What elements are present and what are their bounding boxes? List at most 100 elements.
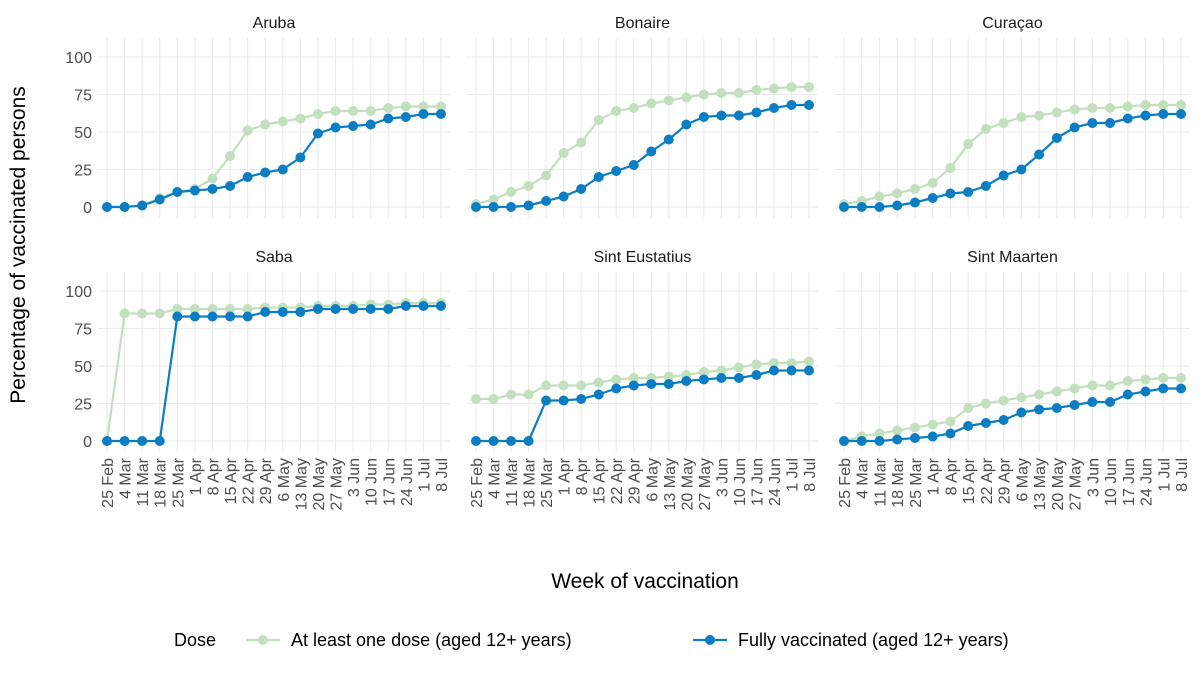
legend-label: At least one dose (aged 12+ years) (291, 630, 572, 650)
data-point (260, 167, 271, 178)
data-point (277, 164, 288, 175)
data-point (892, 434, 903, 445)
data-point (154, 308, 165, 319)
data-point (348, 121, 359, 131)
data-point (892, 200, 903, 211)
y-tick-label: 25 (74, 397, 92, 414)
x-tick-label: 24 Jun (399, 458, 416, 506)
data-point (225, 304, 236, 314)
data-point (277, 307, 288, 317)
data-point (330, 106, 341, 116)
data-point (593, 115, 604, 125)
x-tick-label: 27 May (1068, 458, 1085, 510)
data-point (980, 418, 991, 428)
data-point (207, 304, 218, 314)
legend-label: Fully vaccinated (aged 12+ years) (738, 630, 1009, 650)
data-point (593, 377, 604, 388)
data-point (1069, 383, 1080, 394)
data-point (628, 380, 639, 391)
data-point (558, 148, 569, 158)
series-line (107, 112, 441, 209)
x-tick-label: 29 Apr (627, 457, 644, 504)
x-tick-label: 3 Jun (1085, 458, 1102, 497)
data-point (927, 178, 938, 188)
data-point (418, 101, 429, 112)
y-tick-label: 75 (74, 322, 92, 339)
y-tick-label: 100 (65, 284, 92, 301)
x-tick-label: 6 May (644, 458, 661, 502)
series-line (105, 301, 441, 442)
data-point (312, 128, 323, 139)
data-point (383, 103, 394, 113)
data-point (541, 196, 552, 206)
data-point (751, 370, 762, 380)
data-point (576, 394, 587, 404)
x-tick-label: 8 Jul (434, 458, 451, 492)
data-point (963, 421, 974, 431)
data-point (1158, 383, 1169, 394)
data-point (1051, 133, 1062, 143)
data-point (804, 365, 814, 376)
data-point (1051, 107, 1062, 118)
data-point (1069, 104, 1080, 115)
data-point (119, 308, 130, 319)
data-point (716, 110, 727, 121)
x-tick-label: 15 Apr (961, 457, 978, 504)
data-point (400, 112, 411, 122)
data-point (786, 82, 797, 92)
data-point (102, 202, 112, 212)
x-tick-label: 18 Mar (522, 457, 539, 507)
data-point (1140, 386, 1151, 397)
data-point (839, 202, 849, 212)
x-tick-label: 20 May (311, 458, 328, 510)
data-point (488, 194, 499, 205)
x-tick-label: 17 Jun (381, 458, 398, 506)
data-point (874, 191, 885, 202)
data-point (1176, 109, 1186, 119)
data-point (330, 304, 341, 314)
data-point (804, 100, 814, 110)
data-point (733, 110, 744, 121)
data-point (488, 394, 499, 404)
data-point (242, 304, 253, 314)
data-point (189, 311, 200, 322)
data-point (646, 379, 657, 389)
legend-marker (258, 635, 268, 645)
data-point (1140, 100, 1151, 110)
x-tick-label: 1 Apr (188, 457, 205, 495)
y-tick-label: 50 (74, 125, 92, 142)
data-point (892, 425, 903, 436)
facet-title: Sint Eustatius (594, 249, 692, 266)
data-point (488, 202, 499, 212)
x-tick-label: 27 May (329, 458, 346, 510)
data-point (576, 380, 587, 391)
data-point (804, 82, 814, 92)
data-point (768, 103, 779, 113)
data-point (436, 301, 446, 311)
x-tick-label: 1 Jul (1156, 458, 1173, 492)
data-point (768, 83, 779, 94)
data-point (998, 118, 1009, 128)
data-point (909, 433, 920, 443)
x-tick-label: 25 Mar (908, 457, 925, 507)
data-point (541, 170, 552, 181)
data-point (523, 181, 534, 191)
x-tick-label: 8 Apr (574, 457, 591, 495)
data-point (506, 187, 517, 197)
data-point (242, 172, 253, 182)
x-tick-label: 20 May (1050, 458, 1067, 510)
data-point (436, 101, 446, 112)
data-point (172, 187, 183, 197)
data-point (980, 398, 991, 409)
series-line (476, 369, 809, 443)
data-point (786, 365, 797, 376)
facet-title: Aruba (253, 15, 296, 32)
data-point (383, 113, 394, 124)
data-point (804, 356, 814, 367)
y-tick-label: 0 (83, 200, 92, 217)
data-point (576, 184, 587, 194)
x-tick-label: 8 Apr (205, 457, 222, 495)
data-point (698, 367, 709, 377)
data-point (909, 197, 920, 208)
data-point (998, 415, 1009, 425)
